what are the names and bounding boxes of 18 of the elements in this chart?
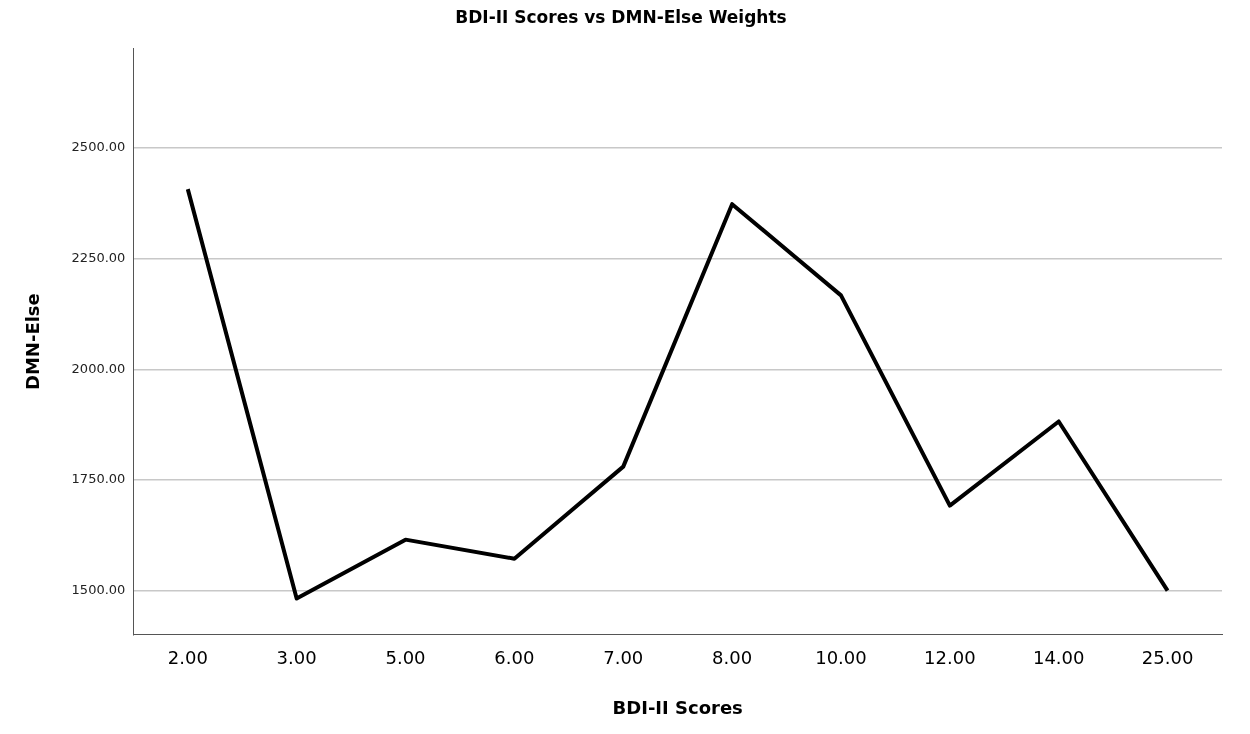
y-tick-label: 1750.00: [71, 471, 126, 487]
x-tick-label: 8.00: [712, 647, 753, 669]
x-tick-label: 5.00: [385, 647, 426, 669]
x-tick-label: 6.00: [494, 647, 535, 669]
y-axis-title: DMN-Else: [22, 293, 44, 390]
x-tick-label: 14.00: [1032, 647, 1085, 669]
x-tick-label: 12.00: [924, 647, 976, 669]
x-tick-label: 25.00: [1141, 647, 1194, 669]
x-tick-label: 10.00: [815, 647, 867, 669]
x-tick-label: 2.00: [167, 647, 208, 669]
y-tick-label: 2500.00: [71, 139, 126, 155]
y-tick-label: 2250.00: [71, 249, 126, 265]
x-axis-title: BDI-II Scores: [612, 696, 743, 718]
chart-title: BDI-II Scores vs DMN-Else Weights: [455, 6, 787, 27]
x-tick-label: 7.00: [603, 647, 644, 669]
y-tick-label: 2000.00: [71, 360, 126, 376]
x-tick-label: 3.00: [276, 647, 317, 669]
y-tick-label: 1500.00: [71, 581, 126, 597]
